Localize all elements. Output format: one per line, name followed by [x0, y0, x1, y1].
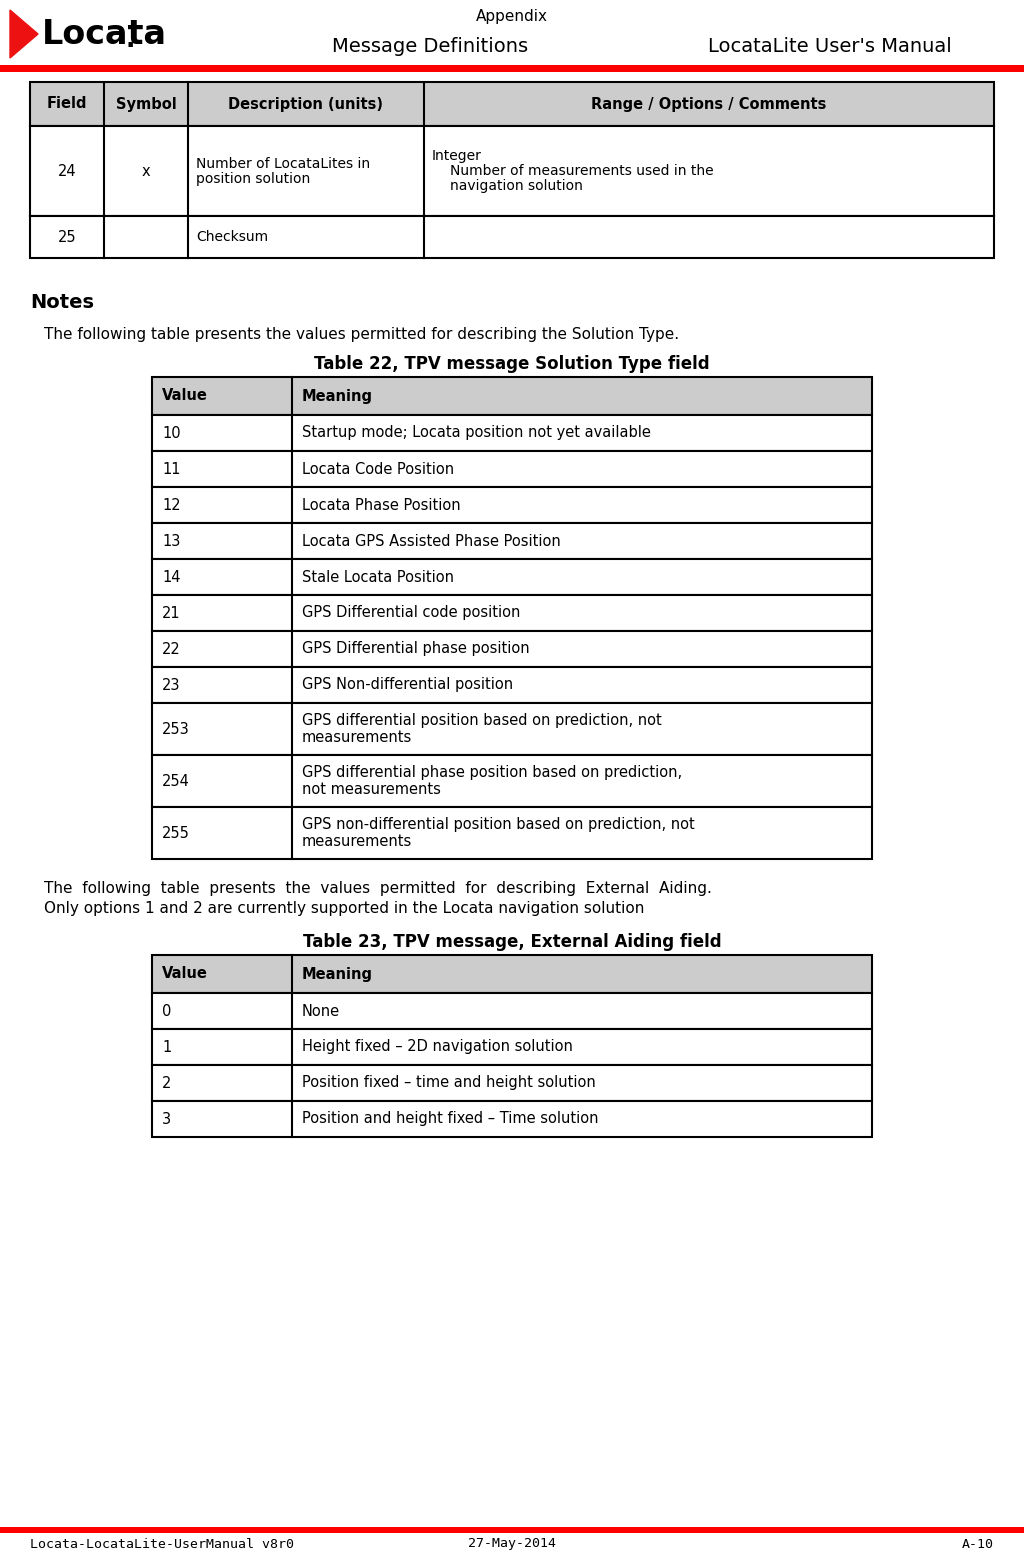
Text: Notes: Notes — [30, 294, 94, 312]
Text: Startup mode; Locata position not yet available: Startup mode; Locata position not yet av… — [302, 426, 651, 440]
Bar — [152, 1029, 872, 1064]
Text: 12: 12 — [162, 497, 180, 513]
Bar — [152, 702, 872, 755]
Text: position solution: position solution — [196, 171, 310, 185]
Text: 255: 255 — [162, 825, 189, 841]
Text: 22: 22 — [162, 642, 181, 656]
Text: Number of LocataLites in: Number of LocataLites in — [196, 157, 370, 171]
Text: Checksum: Checksum — [196, 230, 268, 244]
Bar — [0, 65, 1024, 71]
Bar — [152, 595, 872, 631]
Bar — [152, 486, 872, 524]
Text: 11: 11 — [162, 462, 180, 477]
Text: 27-May-2014: 27-May-2014 — [468, 1537, 556, 1551]
Text: GPS Differential phase position: GPS Differential phase position — [302, 642, 529, 656]
Bar — [30, 216, 994, 258]
Text: Position and height fixed – Time solution: Position and height fixed – Time solutio… — [302, 1111, 598, 1127]
Text: 14: 14 — [162, 569, 180, 584]
Text: Appendix: Appendix — [476, 8, 548, 23]
Text: measurements: measurements — [302, 833, 413, 848]
Text: 253: 253 — [162, 721, 189, 737]
Text: Table 23, TPV message, External Aiding field: Table 23, TPV message, External Aiding f… — [303, 932, 721, 951]
Text: Locata: Locata — [42, 17, 167, 50]
Text: Number of measurements used in the: Number of measurements used in the — [450, 165, 714, 179]
Text: Height fixed – 2D navigation solution: Height fixed – 2D navigation solution — [302, 1040, 572, 1055]
Text: Range / Options / Comments: Range / Options / Comments — [591, 96, 826, 112]
Text: 2: 2 — [162, 1075, 171, 1091]
Text: 1: 1 — [162, 1040, 171, 1055]
Text: GPS Differential code position: GPS Differential code position — [302, 606, 520, 620]
Text: 0: 0 — [162, 1004, 171, 1018]
Text: Only options 1 and 2 are currently supported in the Locata navigation solution: Only options 1 and 2 are currently suppo… — [44, 901, 644, 915]
Text: GPS non-differential position based on prediction, not: GPS non-differential position based on p… — [302, 817, 694, 833]
Bar — [0, 1528, 1024, 1532]
Text: 21: 21 — [162, 606, 180, 620]
Text: Meaning: Meaning — [302, 967, 373, 982]
Bar — [152, 1100, 872, 1138]
Text: 13: 13 — [162, 533, 180, 549]
Bar — [152, 524, 872, 559]
Text: GPS differential position based on prediction, not: GPS differential position based on predi… — [302, 713, 662, 729]
Bar — [152, 807, 872, 859]
Text: Locata GPS Assisted Phase Position: Locata GPS Assisted Phase Position — [302, 533, 561, 549]
Text: The following table presents the values permitted for describing the Solution Ty: The following table presents the values … — [44, 326, 679, 342]
Text: measurements: measurements — [302, 729, 413, 744]
Bar — [152, 378, 872, 415]
Bar — [152, 451, 872, 486]
Text: Integer: Integer — [432, 149, 482, 163]
Text: 3: 3 — [162, 1111, 171, 1127]
Text: Description (units): Description (units) — [228, 96, 384, 112]
Text: Field: Field — [47, 96, 87, 112]
Polygon shape — [10, 9, 38, 57]
Text: 23: 23 — [162, 678, 180, 693]
Text: Symbol: Symbol — [116, 96, 176, 112]
Text: None: None — [302, 1004, 340, 1018]
Bar — [152, 956, 872, 993]
Bar — [152, 755, 872, 807]
Text: Locata-LocataLite-UserManual v8r0: Locata-LocataLite-UserManual v8r0 — [30, 1537, 294, 1551]
Text: 254: 254 — [162, 774, 189, 788]
Bar — [152, 1064, 872, 1100]
Text: Meaning: Meaning — [302, 388, 373, 404]
Text: .: . — [126, 28, 135, 51]
Text: Value: Value — [162, 967, 208, 982]
Text: GPS differential phase position based on prediction,: GPS differential phase position based on… — [302, 766, 682, 780]
Bar — [152, 559, 872, 595]
Text: Message Definitions: Message Definitions — [332, 36, 528, 56]
Text: navigation solution: navigation solution — [450, 179, 583, 193]
Text: Locata Code Position: Locata Code Position — [302, 462, 454, 477]
Bar — [152, 667, 872, 702]
Text: Locata Phase Position: Locata Phase Position — [302, 497, 461, 513]
Text: x: x — [141, 163, 151, 179]
Text: LocataLite User's Manual: LocataLite User's Manual — [709, 36, 952, 56]
Bar — [152, 631, 872, 667]
Text: not measurements: not measurements — [302, 782, 441, 797]
Text: Position fixed – time and height solution: Position fixed – time and height solutio… — [302, 1075, 596, 1091]
Text: Table 22, TPV message Solution Type field: Table 22, TPV message Solution Type fiel… — [314, 354, 710, 373]
Text: 10: 10 — [162, 426, 180, 440]
Text: Stale Locata Position: Stale Locata Position — [302, 569, 454, 584]
Text: 24: 24 — [57, 163, 77, 179]
Bar — [152, 993, 872, 1029]
Bar — [30, 82, 994, 126]
Bar — [152, 415, 872, 451]
Text: Value: Value — [162, 388, 208, 404]
Text: 25: 25 — [57, 230, 77, 244]
Text: The  following  table  presents  the  values  permitted  for  describing  Extern: The following table presents the values … — [44, 881, 712, 897]
Text: GPS Non-differential position: GPS Non-differential position — [302, 678, 513, 693]
Bar — [30, 126, 994, 216]
Text: A-10: A-10 — [962, 1537, 994, 1551]
